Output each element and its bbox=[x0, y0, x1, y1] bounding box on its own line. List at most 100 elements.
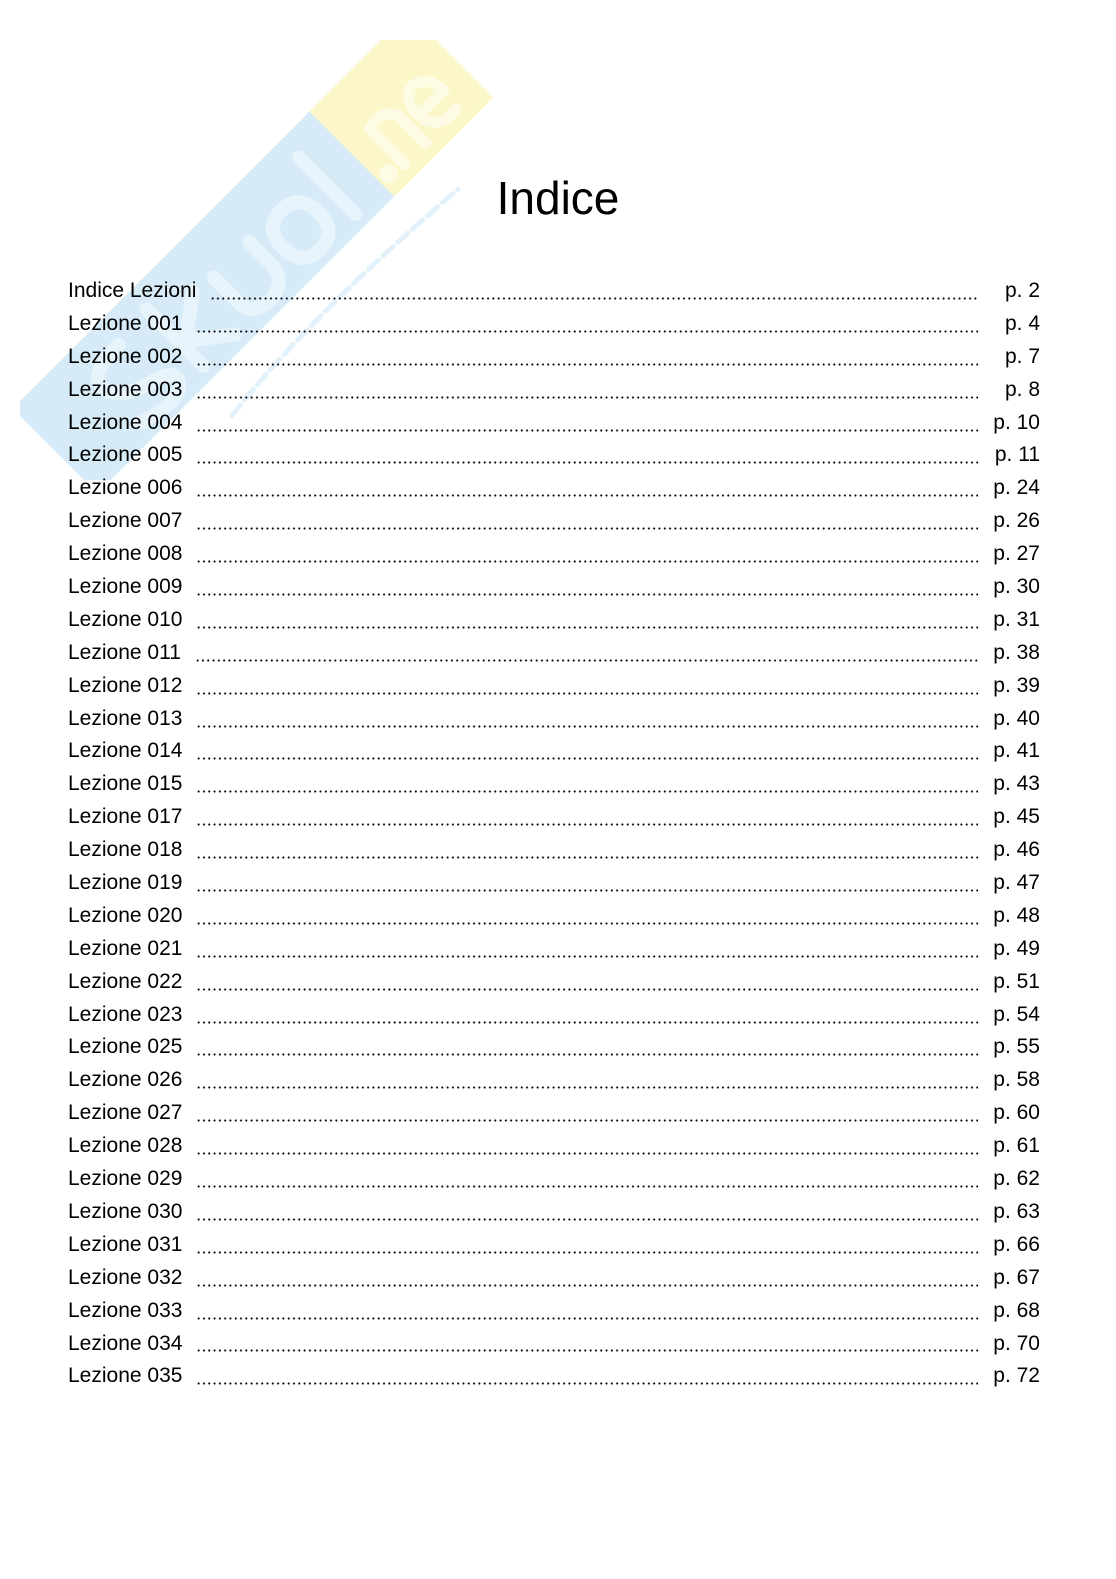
toc-entry-page: p. 27 bbox=[993, 542, 1040, 566]
toc-entry[interactable]: Lezione 028 p. 61 bbox=[68, 1131, 1040, 1164]
toc-entry[interactable]: Lezione 021 p. 49 bbox=[68, 934, 1040, 967]
toc-entry-page: p. 68 bbox=[993, 1298, 1040, 1322]
toc-entry-page: p. 62 bbox=[993, 1167, 1040, 1191]
toc-entry-label: Lezione 030 bbox=[68, 1199, 183, 1223]
toc-entry-label: Lezione 027 bbox=[68, 1101, 183, 1125]
toc-entry[interactable]: Lezione 018 p. 46 bbox=[68, 835, 1040, 868]
toc-entry[interactable]: Lezione 025 p. 55 bbox=[68, 1032, 1040, 1065]
toc-entry[interactable]: Lezione 002 p. 7 bbox=[68, 342, 1040, 375]
toc-entry[interactable]: Lezione 013 p. 40 bbox=[68, 704, 1040, 737]
toc-entry-label: Lezione 029 bbox=[68, 1167, 183, 1191]
toc-entry[interactable]: Lezione 015 p. 43 bbox=[68, 769, 1040, 802]
toc-entry[interactable]: Indice Lezioni p. 2 bbox=[68, 276, 1040, 309]
dot-leader bbox=[196, 560, 978, 564]
toc-entry[interactable]: Lezione 031 p. 66 bbox=[68, 1230, 1040, 1263]
toc-entry[interactable]: Lezione 004 p. 10 bbox=[68, 408, 1040, 441]
toc-entry-page: p. 40 bbox=[993, 706, 1040, 730]
dot-leader bbox=[196, 888, 978, 892]
table-of-contents: Indice Lezioni p. 2 Lezione 001 p. 4 Lezione… bbox=[68, 276, 1040, 1394]
dot-leader bbox=[196, 362, 978, 366]
toc-entry-page: p. 46 bbox=[993, 838, 1040, 862]
dot-leader bbox=[196, 1283, 978, 1287]
toc-entry[interactable]: Lezione 006 p. 24 bbox=[68, 473, 1040, 506]
toc-entry-label: Lezione 026 bbox=[68, 1068, 183, 1092]
toc-entry-label: Lezione 023 bbox=[68, 1002, 183, 1026]
toc-entry-page: p. 8 bbox=[1004, 377, 1040, 401]
toc-entry[interactable]: Lezione 012 p. 39 bbox=[68, 671, 1040, 704]
toc-entry[interactable]: Lezione 023 p. 54 bbox=[68, 1000, 1040, 1033]
toc-entry-page: p. 47 bbox=[993, 871, 1040, 895]
toc-entry[interactable]: Lezione 030 p. 63 bbox=[68, 1197, 1040, 1230]
toc-entry-page: p. 70 bbox=[993, 1331, 1040, 1355]
toc-entry-page: p. 31 bbox=[993, 607, 1040, 631]
toc-entry-label: Lezione 011 bbox=[68, 640, 181, 664]
toc-entry-label: Lezione 035 bbox=[68, 1364, 183, 1388]
toc-entry[interactable]: Lezione 029 p. 62 bbox=[68, 1164, 1040, 1197]
toc-entry-label: Lezione 018 bbox=[68, 838, 183, 862]
toc-entry[interactable]: Lezione 019 p. 47 bbox=[68, 868, 1040, 901]
toc-entry-page: p. 55 bbox=[993, 1035, 1040, 1059]
toc-entry-page: p. 67 bbox=[993, 1265, 1040, 1289]
toc-entry-label: Lezione 010 bbox=[68, 607, 183, 631]
toc-entry-label: Lezione 020 bbox=[68, 903, 183, 927]
toc-entry[interactable]: Lezione 011 p. 38 bbox=[68, 638, 1040, 671]
toc-entry-page: p. 60 bbox=[993, 1101, 1040, 1125]
toc-entry-label: Lezione 017 bbox=[68, 805, 183, 829]
toc-entry[interactable]: Lezione 035 p. 72 bbox=[68, 1361, 1040, 1394]
dot-leader bbox=[196, 790, 978, 794]
dot-leader bbox=[196, 395, 978, 399]
toc-entry[interactable]: Lezione 008 p. 27 bbox=[68, 539, 1040, 572]
toc-entry[interactable]: Lezione 001 p. 4 bbox=[68, 309, 1040, 342]
dot-leader bbox=[196, 1217, 978, 1221]
toc-entry-label: Indice Lezioni bbox=[68, 279, 197, 302]
dot-leader bbox=[196, 987, 978, 991]
toc-entry[interactable]: Lezione 005 p. 11 bbox=[68, 440, 1040, 473]
toc-entry[interactable]: Lezione 032 p. 67 bbox=[68, 1263, 1040, 1296]
dot-leader bbox=[196, 494, 978, 498]
toc-entry[interactable]: Lezione 014 p. 41 bbox=[68, 736, 1040, 769]
toc-entry[interactable]: Lezione 007 p. 26 bbox=[68, 506, 1040, 539]
toc-entry-page: p. 38 bbox=[993, 640, 1040, 664]
toc-entry-label: Lezione 009 bbox=[68, 575, 183, 599]
toc-entry[interactable]: Lezione 027 p. 60 bbox=[68, 1098, 1040, 1131]
toc-entry-page: p. 2 bbox=[1004, 279, 1040, 302]
dot-leader bbox=[210, 296, 978, 300]
dot-leader bbox=[196, 921, 978, 925]
toc-entry[interactable]: Lezione 017 p. 45 bbox=[68, 802, 1040, 835]
toc-entry-label: Lezione 002 bbox=[68, 344, 183, 368]
toc-entry-label: Lezione 034 bbox=[68, 1331, 183, 1355]
toc-entry-page: p. 7 bbox=[1004, 344, 1040, 368]
toc-entry[interactable]: Lezione 033 p. 68 bbox=[68, 1296, 1040, 1329]
dot-leader bbox=[196, 1086, 978, 1090]
toc-entry[interactable]: Lezione 026 p. 58 bbox=[68, 1065, 1040, 1098]
dot-leader bbox=[196, 1119, 978, 1123]
toc-entry[interactable]: Lezione 034 p. 70 bbox=[68, 1329, 1040, 1362]
dot-leader bbox=[196, 757, 978, 761]
dot-leader bbox=[196, 724, 978, 728]
dot-leader bbox=[196, 1382, 978, 1386]
toc-entry[interactable]: Lezione 009 p. 30 bbox=[68, 572, 1040, 605]
toc-entry-label: Lezione 004 bbox=[68, 410, 183, 434]
toc-entry[interactable]: Lezione 003 p. 8 bbox=[68, 375, 1040, 408]
dot-leader bbox=[196, 1020, 978, 1024]
dot-leader bbox=[196, 823, 978, 827]
toc-entry-label: Lezione 007 bbox=[68, 509, 183, 533]
dot-leader bbox=[196, 1349, 978, 1353]
toc-entry-label: Lezione 003 bbox=[68, 377, 183, 401]
dot-leader bbox=[196, 461, 978, 465]
toc-entry[interactable]: Lezione 022 p. 51 bbox=[68, 967, 1040, 1000]
toc-entry-page: p. 51 bbox=[993, 969, 1040, 993]
toc-entry[interactable]: Lezione 020 p. 48 bbox=[68, 901, 1040, 934]
toc-entry-label: Lezione 019 bbox=[68, 871, 183, 895]
toc-entry-label: Lezione 008 bbox=[68, 542, 183, 566]
toc-entry[interactable]: Lezione 010 p. 31 bbox=[68, 605, 1040, 638]
page-title: Indice bbox=[496, 172, 620, 224]
dot-leader bbox=[196, 329, 978, 333]
toc-entry-page: p. 49 bbox=[993, 936, 1040, 960]
toc-entry-label: Lezione 025 bbox=[68, 1035, 183, 1059]
toc-entry-label: Lezione 033 bbox=[68, 1298, 183, 1322]
toc-entry-page: p. 11 bbox=[994, 443, 1040, 467]
dot-leader bbox=[196, 527, 978, 531]
toc-entry-label: Lezione 013 bbox=[68, 706, 183, 730]
toc-entry-page: p. 48 bbox=[993, 903, 1040, 927]
